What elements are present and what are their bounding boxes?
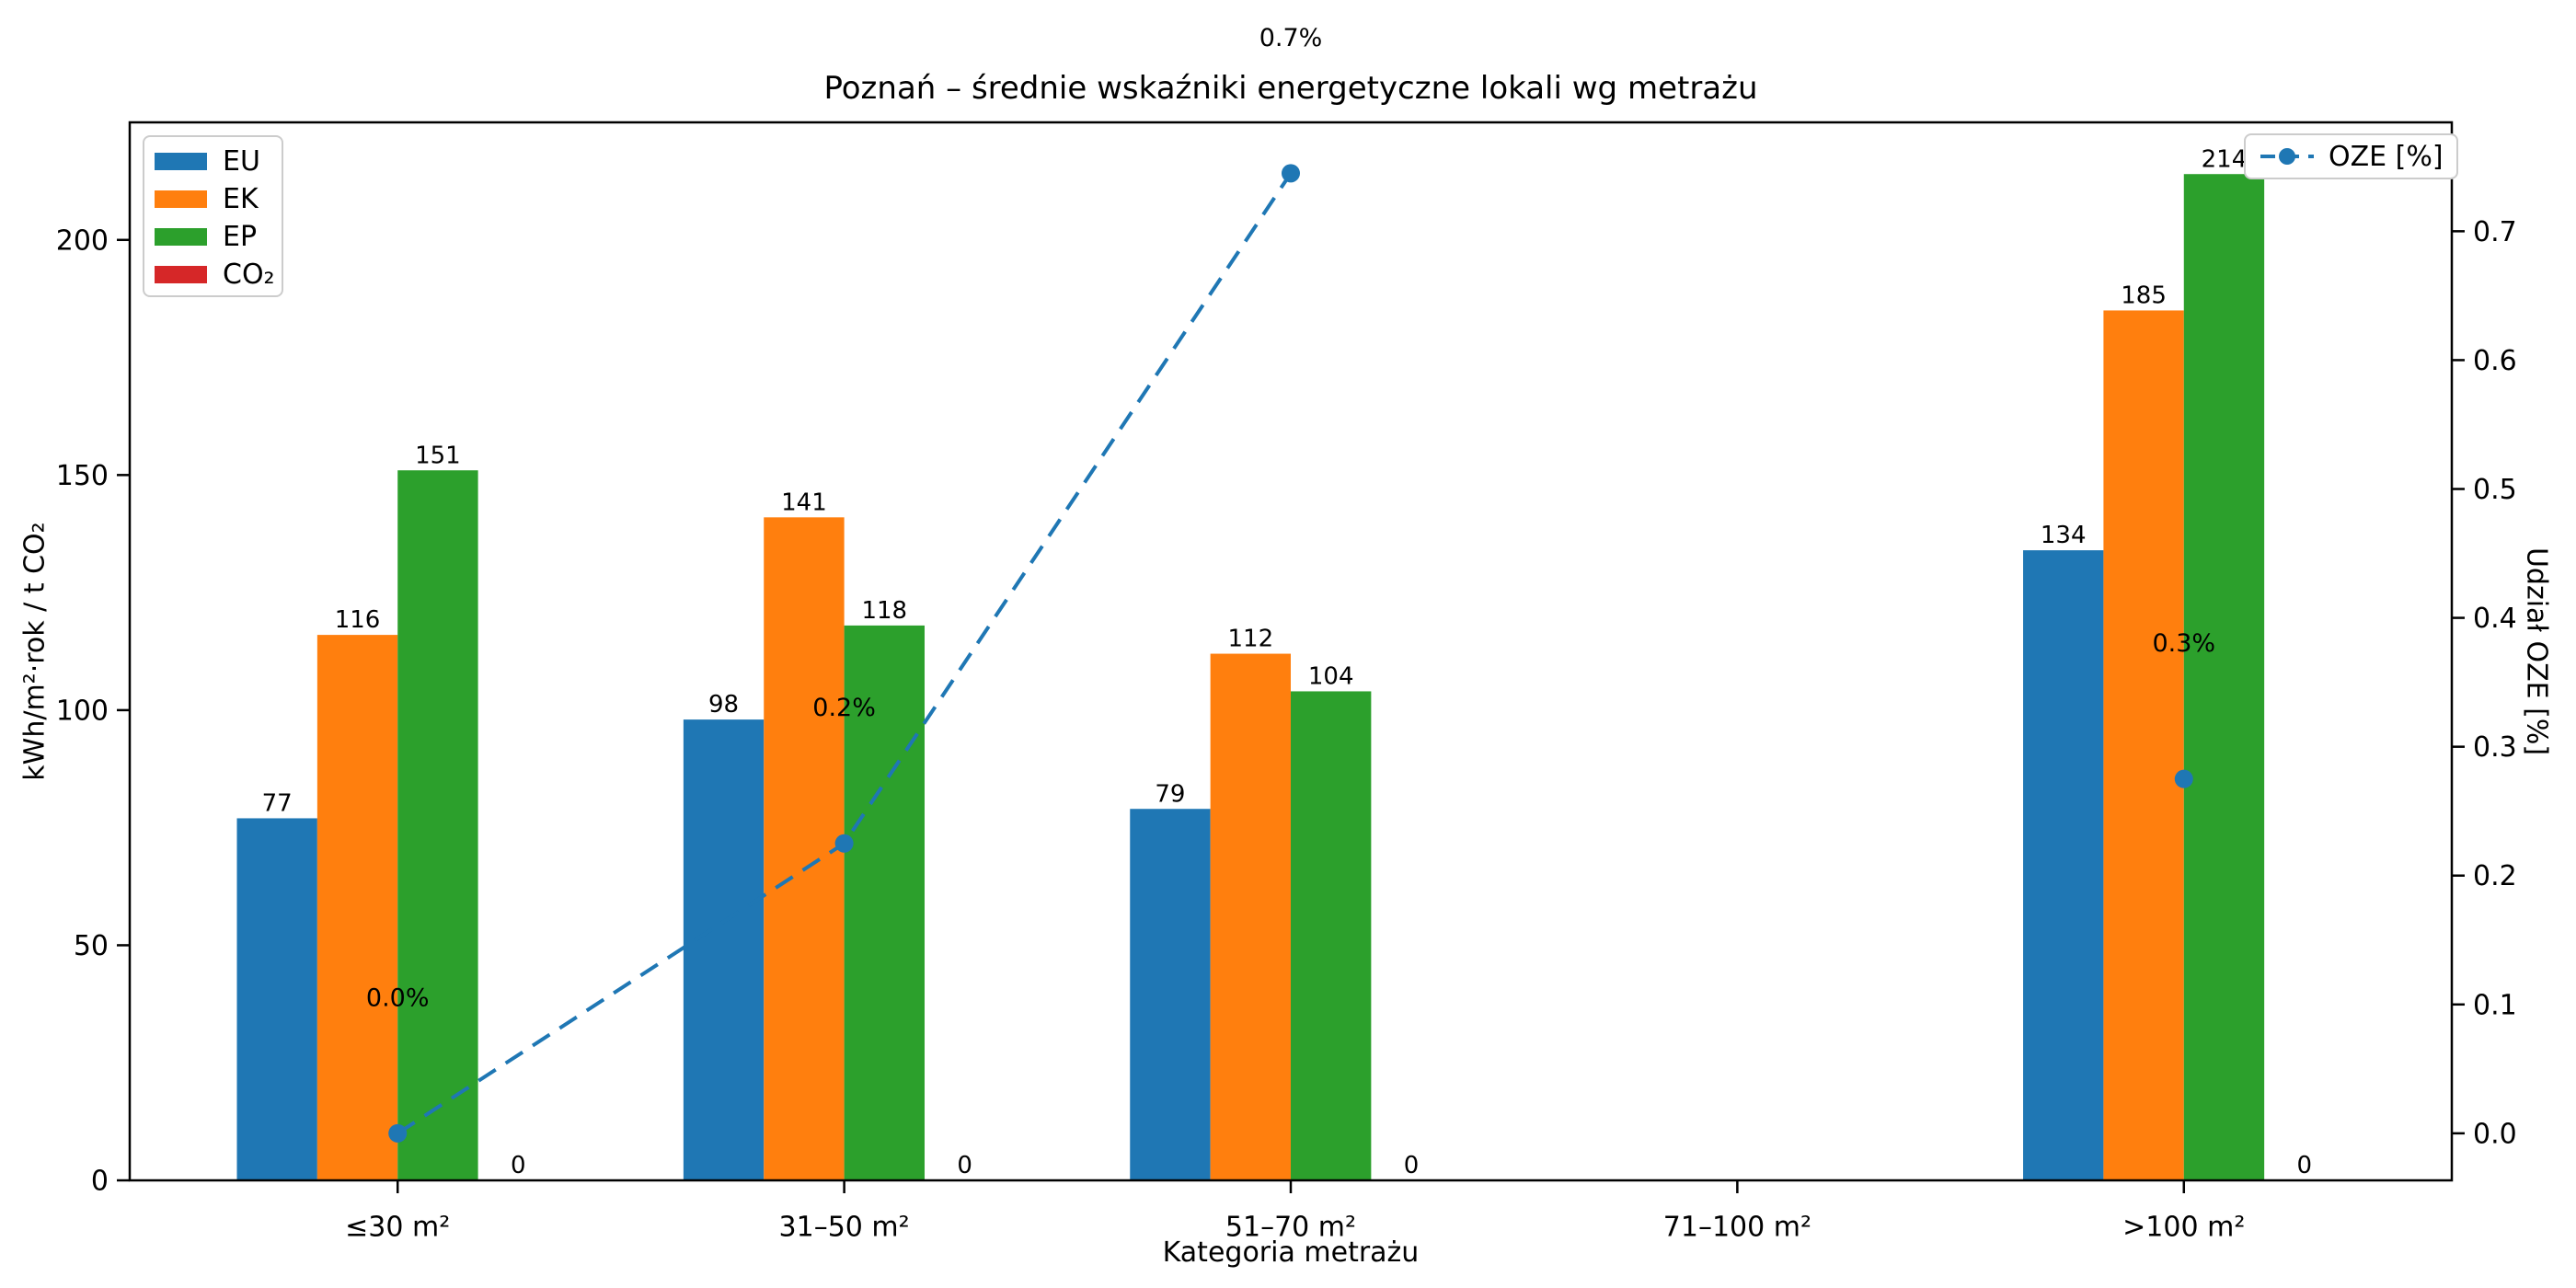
line-legend-label: OZE [%]: [2329, 140, 2444, 173]
bar-ep-4: [2183, 174, 2265, 1181]
dashed-line-marker-icon: [2260, 148, 2314, 165]
x-tick-label: 51–70 m²: [1225, 1212, 1356, 1244]
bar-value-label: 134: [2041, 522, 2087, 549]
bar-ek-1: [764, 517, 845, 1180]
x-axis-label: Kategoria metrażu: [1162, 1236, 1420, 1269]
bar-value-label: 98: [708, 691, 739, 719]
right-tick-label: 0.0: [2473, 1118, 2517, 1150]
bar-value-label: 104: [1308, 663, 1354, 691]
bar-value-label: 116: [335, 606, 381, 634]
legend-swatch-eu: [155, 153, 207, 170]
bar-ek-2: [1210, 653, 1291, 1180]
left-tick-label: 50: [74, 930, 109, 962]
bars-group: [236, 174, 2265, 1181]
bar-value-label: 151: [415, 442, 461, 469]
bar-value-label: 185: [2121, 282, 2167, 310]
oze-line-group: [388, 164, 2193, 1143]
oze-annotation: 0.7%: [1259, 24, 1323, 52]
left-tick-label: 150: [56, 460, 109, 492]
right-axis-ticks: 0.0 0.1 0.2 0.3 0.4 0.5 0.6 0.7: [2452, 216, 2517, 1150]
right-tick-label: 0.3: [2473, 731, 2517, 764]
chart-title: Poznań – średnie wskaźniki energetyczne …: [823, 70, 1758, 107]
legend-label-ek: EK: [223, 183, 259, 215]
line-legend: OZE [%]: [2244, 133, 2458, 179]
x-axis-ticks: ≤30 m² 31–50 m² 51–70 m² 71–100 m² >100 m²: [345, 1180, 2245, 1244]
oze-annotation: 0.2%: [812, 694, 876, 722]
x-tick-label: 31–50 m²: [779, 1212, 910, 1244]
oze-point-0: [388, 1123, 408, 1143]
left-axis-ticks: 0 50 100 150 200: [56, 224, 130, 1198]
bar-value-label: 79: [1155, 780, 1185, 808]
bar-ep-2: [1291, 691, 1372, 1180]
legend-label-ep: EP: [223, 221, 258, 253]
oze-annotation: 0.3%: [2152, 629, 2215, 658]
oze-point-1: [834, 834, 854, 853]
right-tick-label: 0.6: [2473, 345, 2517, 377]
x-tick-label: 71–100 m²: [1663, 1212, 1811, 1244]
legend-label-eu: EU: [223, 145, 260, 178]
legend-item-ep: EP: [155, 218, 282, 256]
right-tick-label: 0.7: [2473, 216, 2517, 248]
right-y-axis-label: Udział OZE [%]: [2520, 546, 2553, 756]
left-tick-label: 100: [56, 695, 109, 727]
bar-eu-1: [683, 719, 765, 1180]
bar-eu-2: [1130, 809, 1211, 1180]
right-tick-label: 0.2: [2473, 860, 2517, 892]
legend-swatch-ep: [155, 228, 207, 246]
bar-value-label: 77: [262, 790, 293, 818]
bar-value-label: 0: [957, 1152, 972, 1179]
right-tick-label: 0.1: [2473, 989, 2517, 1021]
bar-value-label: 0: [2297, 1152, 2313, 1179]
bar-ek-4: [2103, 310, 2184, 1180]
right-tick-label: 0.4: [2473, 603, 2517, 635]
legend-label-co2: CO₂: [223, 259, 275, 291]
x-tick-label: ≤30 m²: [345, 1212, 450, 1244]
bar-eu-4: [2023, 550, 2104, 1180]
right-tick-label: 0.5: [2473, 474, 2517, 506]
bar-value-label: 0: [511, 1152, 526, 1179]
legend-swatch-ek: [155, 190, 207, 208]
bar-value-label: 214: [2202, 145, 2248, 173]
bar-ep-1: [844, 625, 925, 1180]
bar-value-label: 118: [861, 597, 907, 625]
oze-point-4: [2174, 769, 2193, 788]
bar-ek-0: [316, 635, 398, 1180]
bar-value-labels: 77 98 79 134 116 141 112 185 151 118 104 214 0 0 0 0: [262, 145, 2312, 1179]
oze-annotation: 0.0%: [366, 983, 430, 1012]
legend-item-co2: CO₂: [155, 256, 282, 293]
left-tick-label: 0: [91, 1166, 109, 1198]
bar-ep-0: [397, 470, 478, 1180]
oze-annotations: 0.0% 0.2% 0.7% 0.3%: [366, 24, 2215, 1013]
bar-eu-0: [236, 818, 317, 1180]
oze-point-2: [1282, 164, 1300, 183]
left-tick-label: 200: [56, 224, 109, 257]
legend-item-ek: EK: [155, 180, 282, 218]
x-tick-label: >100 m²: [2122, 1212, 2245, 1244]
legend-item-eu: EU: [155, 143, 282, 180]
left-y-axis-label: kWh/m²·rok / t CO₂: [18, 522, 52, 781]
legend-swatch-co2: [155, 266, 207, 283]
bar-legend: EU EK EP CO₂: [143, 135, 283, 297]
bar-value-label: 141: [781, 489, 827, 516]
bar-value-label: 112: [1227, 626, 1273, 653]
bar-value-label: 0: [1404, 1152, 1420, 1179]
